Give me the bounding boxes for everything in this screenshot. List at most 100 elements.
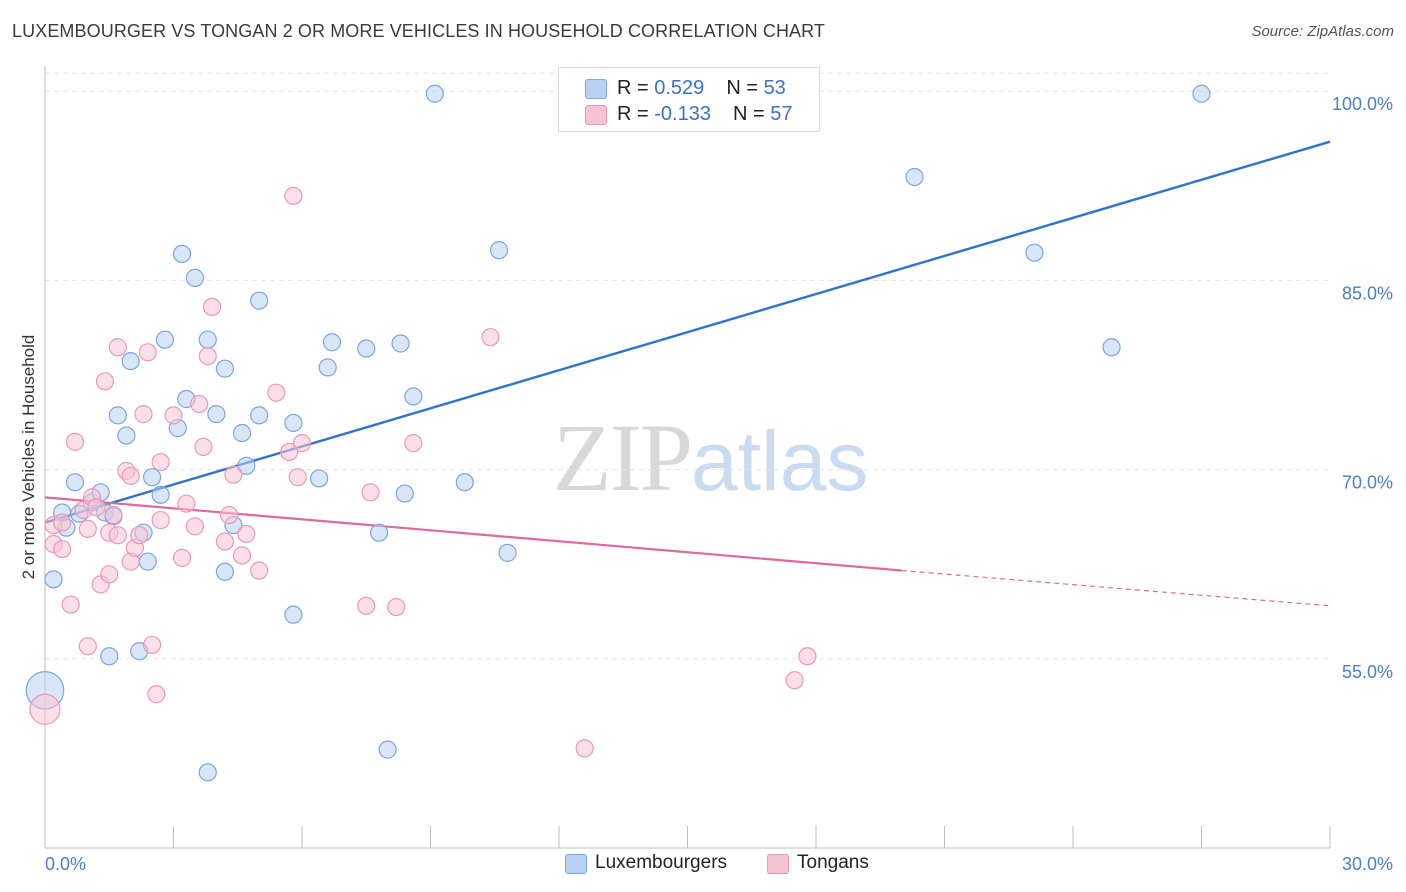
tongan-point	[87, 498, 106, 517]
luxembourger-point	[498, 543, 517, 562]
luxembourger-point	[357, 339, 376, 358]
luxembourger-point	[1192, 84, 1211, 103]
axes	[44, 66, 1331, 849]
tongan-point	[357, 596, 376, 615]
legend-n-value: 57	[770, 103, 793, 125]
luxembourger-point	[237, 456, 256, 475]
tongan-point	[172, 548, 192, 568]
tongan-point	[185, 517, 205, 536]
tongan-point	[65, 432, 85, 451]
tongan-point	[95, 372, 115, 391]
luxembourger-point	[138, 552, 157, 571]
luxembourger-point	[489, 241, 509, 260]
tongan-point	[53, 513, 72, 532]
tongan-point	[575, 739, 594, 758]
luxembourger-point	[455, 473, 474, 492]
luxembourger-point	[395, 484, 414, 503]
legend-r-label: R =	[617, 77, 655, 99]
luxembourger-point	[284, 605, 303, 624]
tongan-point	[121, 466, 140, 486]
luxembourger-point	[284, 413, 303, 433]
tongan-point	[151, 510, 170, 530]
luxembourger-point	[404, 387, 423, 406]
legend-r-value: 0.529	[654, 77, 705, 99]
tongan-point	[138, 343, 157, 362]
luxembourger-point	[370, 523, 389, 542]
y-tick-label: 100.0%	[1332, 94, 1393, 114]
luxembourger-point	[172, 244, 192, 264]
tongan-trend-line-dashed	[901, 569, 1331, 607]
luxembourger-trend-line	[44, 140, 1331, 524]
y-axis-label: 2 or more Vehicles in Household	[19, 335, 38, 580]
legend-r-label: R =	[617, 103, 655, 125]
tongan-point	[53, 539, 72, 559]
tongan-point	[481, 328, 500, 347]
chart-title: LUXEMBOURGER VS TONGAN 2 OR MORE VEHICLE…	[12, 21, 826, 41]
legend-n-label: N =	[726, 77, 764, 99]
luxembourger-point	[121, 352, 140, 371]
tongan-point	[177, 494, 196, 513]
luxembourger-point	[44, 570, 63, 589]
tongan-point	[29, 693, 61, 725]
luxembourger-point	[207, 405, 226, 424]
tongan-point	[134, 405, 153, 424]
tongan-point	[220, 505, 239, 525]
luxembourger-point	[65, 473, 85, 492]
legend-swatch-blue	[565, 854, 587, 874]
legend-swatch-pink	[767, 854, 789, 874]
luxembourger-point	[391, 334, 410, 353]
luxembourger-point	[318, 358, 337, 377]
y-tick-label: 55.0%	[1342, 662, 1393, 682]
legend-label: Luxembourgers	[595, 852, 728, 873]
tongan-point	[61, 595, 80, 614]
tongan-point	[198, 346, 217, 366]
luxembourger-point	[151, 485, 170, 504]
tongan-point	[284, 186, 303, 206]
tongan-point	[267, 383, 286, 402]
luxembourger-point	[310, 469, 329, 488]
tongan-point	[215, 532, 234, 551]
luxembourger-point	[108, 406, 127, 425]
tongan-point	[108, 338, 127, 357]
legend: R = 0.529 N = 53 R = -0.133 N = 57	[558, 67, 820, 132]
tongan-point	[194, 437, 213, 457]
watermark: ZIPatlas	[553, 402, 868, 513]
tongan-point	[108, 526, 127, 545]
tongan-point	[387, 597, 406, 617]
axis-labels: 55.0% 70.0% 85.0% 100.0% 0.0% 30.0% 2 or more …	[19, 94, 1393, 874]
luxembourger-point	[1102, 338, 1121, 357]
tongan-point	[250, 561, 269, 580]
luxembourger-point	[425, 84, 444, 103]
luxembourger-point	[1025, 243, 1044, 262]
luxembourger-point	[250, 291, 269, 310]
tongan-point	[288, 468, 307, 487]
luxembourger-point	[378, 740, 397, 759]
tongan-point	[190, 394, 209, 414]
x-tick-label: 0.0%	[45, 854, 86, 874]
tongan-point	[164, 406, 183, 425]
luxembourger-point	[198, 763, 217, 782]
luxembourger-point	[215, 359, 234, 378]
y-tick-label: 85.0%	[1342, 283, 1393, 303]
tongan-point	[798, 647, 817, 666]
luxembourger-point	[232, 423, 252, 443]
tongan-point	[130, 526, 149, 545]
tongan-point	[237, 524, 256, 544]
tongan-point	[404, 434, 423, 453]
tongan-point	[147, 685, 166, 704]
luxembourger-point	[905, 167, 924, 187]
tongan-point	[202, 297, 222, 317]
tongan-point	[232, 546, 252, 565]
y-tick-label: 70.0%	[1342, 473, 1393, 493]
tongan-point	[151, 452, 170, 472]
luxembourger-point	[185, 268, 205, 287]
watermark-atlas: atlas	[691, 414, 869, 508]
grid-lines	[45, 72, 1330, 660]
luxembourger-point	[142, 468, 162, 487]
luxembourger-point	[215, 562, 234, 581]
legend-n-value: 53	[763, 77, 786, 99]
tongan-point	[142, 635, 162, 655]
tongan-point	[280, 442, 299, 462]
legend-n-label: N =	[732, 103, 771, 125]
tongan-point	[100, 565, 119, 584]
